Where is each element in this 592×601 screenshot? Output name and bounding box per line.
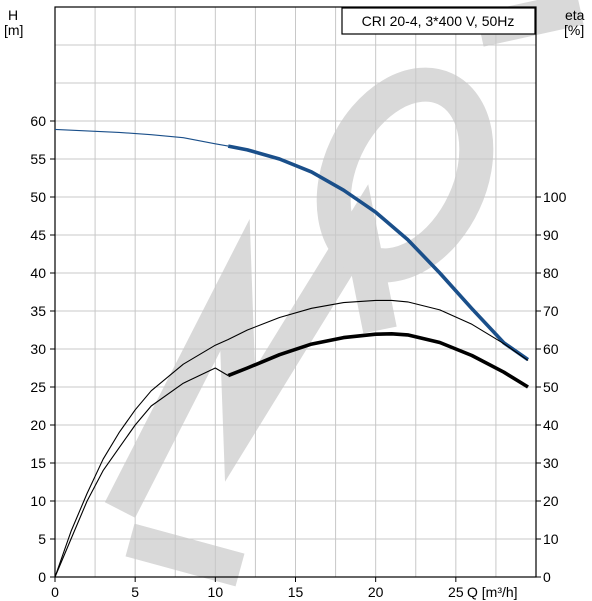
y-left-tick-label: 40 [30,265,46,281]
y-left-tick-label: 55 [30,151,46,167]
y-right-tick-label: 0 [543,569,551,585]
y-left-tick-label: 50 [30,189,46,205]
y-left-tick-label: 15 [30,455,46,471]
x-tick-label: 15 [288,584,304,600]
ticks: 0 5 10 15 20 25 0 5 10 15 20 25 30 35 40 45 50 55 60 0 10 20 3… [30,113,566,600]
watermark-base-stroke [125,523,245,587]
y-left-tick-label: 10 [30,493,46,509]
y-right-tick-label: 40 [543,417,559,433]
y-right-tick-label: 10 [543,531,559,547]
y-left-tick-label: 35 [30,303,46,319]
y-right-tick-label: 80 [543,265,559,281]
series-3-line-thin [54,367,229,578]
y-right-tick-label: 60 [543,341,559,357]
y-left-label-top: H [8,7,18,23]
watermark-o-shape [316,67,494,283]
x-tick-label: 0 [51,584,59,600]
y-left-tick-label: 0 [38,569,46,585]
y-right-tick-label: 50 [543,379,559,395]
y-left-tick-label: 30 [30,341,46,357]
y-left-tick-label: 5 [38,531,46,547]
series-1-line-bold [227,144,530,362]
x-tick-label: 25 [448,584,464,600]
series-2-line-thin [54,299,529,578]
chart-title: CRI 20-4, 3*400 V, 50Hz [362,13,515,29]
x-tick-label: 5 [131,584,139,600]
watermark-m-shape [104,184,397,518]
series-3-line-bold [227,332,529,389]
y-left-tick-label: 25 [30,379,46,395]
y-right-label-top: eta [565,7,585,23]
y-left-tick-label: 60 [30,113,46,129]
y-left-label-bottom: [m] [4,22,23,38]
y-left-tick-label: 45 [30,227,46,243]
y-right-tick-label: 70 [543,303,559,319]
y-right-label-bottom: [%] [564,22,584,38]
x-tick-label: 10 [208,584,224,600]
x-tick-label: 20 [368,584,384,600]
x-axis-label: Q [m³/h] [467,584,518,600]
y-right-tick-label: 30 [543,455,559,471]
series-group [54,128,530,578]
chart-title-box: CRI 20-4, 3*400 V, 50Hz [341,7,536,35]
y-right-tick-label: 100 [543,189,567,205]
y-right-tick-label: 90 [543,227,559,243]
grid [54,6,537,578]
series-1-line-thin [54,128,229,147]
y-left-tick-label: 20 [30,417,46,433]
y-right-tick-label: 20 [543,493,559,509]
watermark [104,0,584,587]
